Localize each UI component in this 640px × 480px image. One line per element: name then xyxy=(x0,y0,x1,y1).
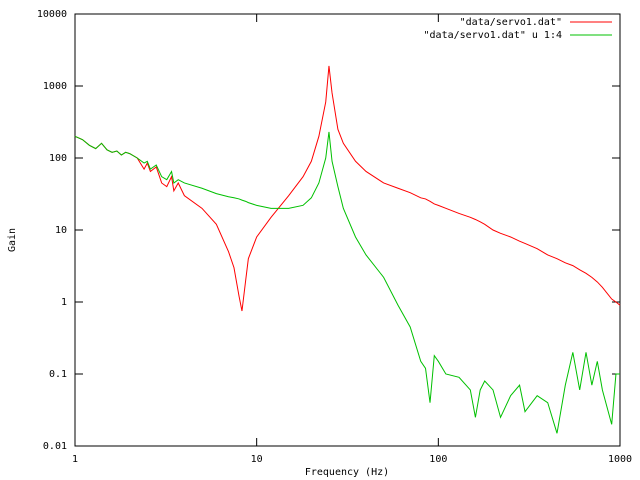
x-tick-label: 1 xyxy=(72,454,78,465)
legend-label: "data/servo1.dat" xyxy=(460,17,562,28)
y-tick-label: 10 xyxy=(55,225,67,236)
y-tick-label: 0.1 xyxy=(49,369,67,380)
data-line xyxy=(74,65,621,312)
data-line xyxy=(74,131,620,434)
y-tick-label: 100 xyxy=(49,153,67,164)
x-tick-label: 1000 xyxy=(608,454,632,465)
x-tick-label: 10 xyxy=(251,454,263,465)
y-tick-label: 0.01 xyxy=(43,441,67,452)
y-tick-label: 10000 xyxy=(37,9,67,20)
plot-border xyxy=(74,13,621,447)
legend-label: "data/servo1.dat" u 1:4 xyxy=(424,30,562,41)
y-axis-label: Gain xyxy=(7,228,18,252)
x-axis-label: Frequency (Hz) xyxy=(305,467,389,478)
x-tick-label: 100 xyxy=(429,454,447,465)
y-tick-label: 1 xyxy=(61,297,67,308)
y-tick-label: 1000 xyxy=(43,81,67,92)
